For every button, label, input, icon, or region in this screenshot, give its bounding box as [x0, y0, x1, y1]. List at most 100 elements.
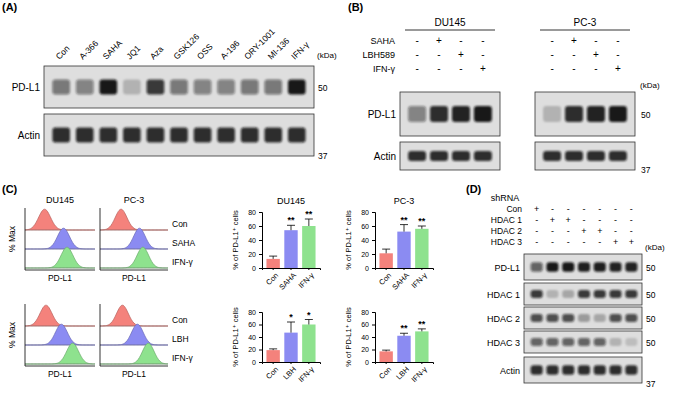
tick-label: 20: [361, 346, 369, 353]
error-bar: [305, 219, 313, 226]
tick-mark: [273, 268, 274, 270]
histogram-baseline: [100, 230, 168, 231]
band: [170, 79, 188, 94]
tick: Con: [377, 362, 393, 381]
band: [408, 106, 426, 122]
axis: ConSAHAIFN-γ: [263, 268, 321, 292]
significance: *: [307, 310, 311, 320]
treatment-label: IFN-γ: [373, 64, 395, 74]
tick-mark: [372, 268, 375, 269]
axis: ConLBHIFN-γ: [376, 362, 434, 384]
blot-frame: [524, 331, 642, 353]
axis-line: [263, 363, 321, 365]
band: [408, 151, 426, 161]
sign: -: [616, 49, 619, 60]
band: [531, 314, 543, 322]
tick-label: 80: [361, 309, 369, 316]
band: [587, 106, 605, 122]
tick-label: 40: [248, 334, 256, 341]
tick: 20: [361, 251, 375, 258]
band: [241, 79, 259, 94]
sign: +: [597, 226, 602, 236]
flow-title: DU145: [46, 195, 74, 205]
sign: -: [594, 35, 597, 46]
significance: **: [400, 323, 408, 333]
band: [594, 290, 606, 298]
legend-label: Con: [172, 219, 188, 229]
flow-axes: [100, 304, 168, 366]
band: [578, 290, 590, 298]
tick-mark: [259, 312, 262, 313]
tick: IFN-γ: [410, 362, 430, 384]
sign: -: [572, 49, 575, 60]
tick: 0: [365, 359, 375, 366]
band: [625, 338, 637, 346]
axis-title: PD-L1: [48, 273, 72, 283]
sign: +: [593, 49, 599, 60]
tick-mark: [372, 362, 375, 363]
band: [609, 151, 627, 161]
band: [543, 106, 561, 122]
tick-label: IFN-γ: [410, 365, 430, 385]
tick: 80: [361, 209, 375, 216]
tick-mark: [259, 362, 262, 363]
lane-label: MI-136: [266, 35, 292, 61]
axis-title: % of PD-L1⁺ cells: [344, 307, 353, 367]
tick-label: 60: [248, 223, 256, 230]
lane-label: Aza: [148, 44, 166, 62]
tick: 20: [248, 346, 262, 353]
tick: LBH: [281, 362, 298, 382]
bar-chart: PC-3% of PD-L1⁺ cells020406080ConSAHAIFN…: [344, 196, 434, 292]
tick-mark: [372, 325, 375, 326]
tick: IFN-γ: [297, 268, 317, 290]
row-label: Con: [506, 204, 522, 214]
tick-mark: [308, 268, 309, 270]
axis-line: [259, 213, 263, 269]
tick-mark: [386, 268, 387, 270]
figure: (A)(B)(C)(D)ConA-366SAHAJQ1AzaGSK126OSSA…: [0, 0, 685, 396]
blot-frame: [44, 66, 314, 108]
error-bar: [305, 320, 313, 325]
tick-mark: [421, 362, 422, 364]
sign: -: [550, 63, 553, 74]
bar: [379, 351, 392, 362]
tick-mark: [372, 212, 375, 213]
sign: -: [551, 204, 554, 214]
band: [562, 262, 574, 271]
sign: -: [437, 63, 440, 74]
band: [594, 314, 606, 322]
histogram-curve: [100, 324, 168, 345]
error-bar: [269, 256, 277, 259]
histogram-curve: [25, 343, 95, 364]
histogram-baseline: [100, 268, 168, 269]
histogram-baseline: [25, 345, 95, 346]
flow-axes: [25, 304, 95, 366]
axis-title: % of PD-L1⁺ cells: [231, 210, 240, 270]
band: [147, 127, 165, 142]
tick-mark: [386, 362, 387, 364]
sign: -: [583, 204, 586, 214]
tick: 40: [361, 334, 375, 341]
sign: -: [567, 226, 570, 236]
histogram-baseline: [25, 230, 95, 231]
tick: Con: [264, 362, 280, 381]
tick-mark: [259, 212, 262, 213]
tick: SAHA: [277, 268, 298, 292]
band: [474, 106, 492, 122]
plot-area: [379, 329, 428, 362]
legend-label: IFN-γ: [172, 353, 194, 363]
tick-label: 20: [248, 251, 256, 258]
sign: -: [459, 63, 462, 74]
axis-line: [263, 269, 321, 271]
tick: 40: [248, 334, 262, 341]
sign: +: [629, 237, 634, 247]
significance: **: [418, 216, 426, 226]
sign: -: [583, 215, 586, 225]
error-bar: [269, 349, 277, 350]
tick-mark: [404, 362, 405, 364]
error-bar: [382, 249, 390, 253]
tick-mark: [372, 254, 375, 255]
tick-label: 80: [248, 309, 256, 316]
legend-label: LBH: [172, 334, 189, 344]
sign: +: [534, 204, 539, 214]
